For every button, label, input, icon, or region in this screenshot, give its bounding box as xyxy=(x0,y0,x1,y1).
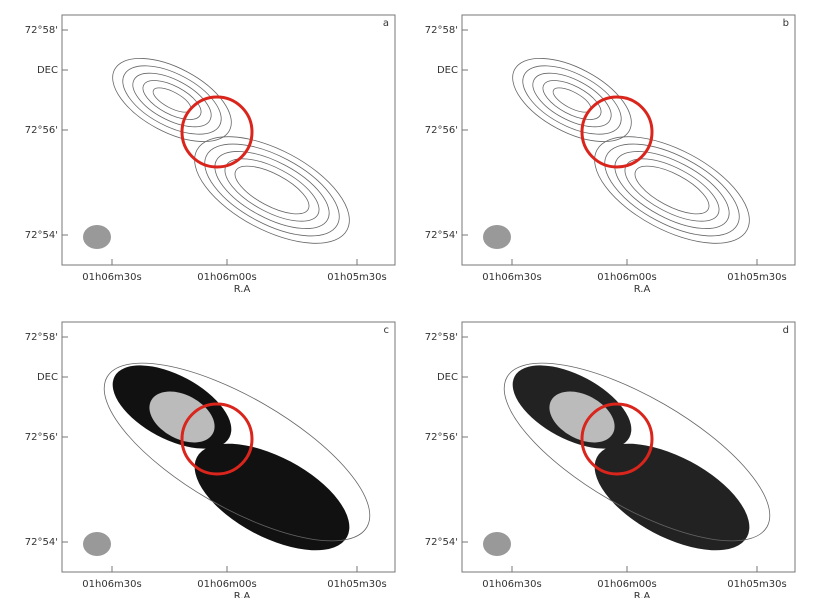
x-axis-label: R.A xyxy=(634,591,651,598)
contour xyxy=(594,136,750,244)
y-tick-label: 72°58' xyxy=(425,25,458,36)
y-tick-label: 72°56' xyxy=(25,432,58,443)
y-tick-label: DEC xyxy=(37,372,58,383)
y-tick-label: DEC xyxy=(437,372,458,383)
panel: a 72°58' DEC 72°56' 72°54' 01h06m30s 01h06m00s… xyxy=(25,14,396,295)
highlight-circle xyxy=(580,95,654,169)
y-tick-label: 72°56' xyxy=(425,125,458,136)
contour xyxy=(604,143,740,237)
emission-light xyxy=(149,391,215,443)
beam xyxy=(83,225,111,249)
contour xyxy=(634,165,710,215)
highlight-circle xyxy=(180,402,254,476)
contour xyxy=(503,362,771,542)
beam xyxy=(483,532,511,556)
x-axis-label: R.A xyxy=(234,591,251,598)
panel-label: d xyxy=(783,325,789,336)
x-tick-label: 01h06m00s xyxy=(597,579,656,590)
contour xyxy=(214,151,330,229)
panel: b 72°58' DEC 72°56' 72°54' 01h06m30s 01h06m00s… xyxy=(425,14,796,295)
x-tick-label: 01h05m30s xyxy=(727,272,786,283)
y-tick-label: 72°54' xyxy=(25,537,58,548)
y-tick-label: 72°58' xyxy=(25,25,58,36)
contour xyxy=(234,165,310,215)
y-tick-label: DEC xyxy=(437,65,458,76)
y-tick-label: 72°56' xyxy=(25,125,58,136)
x-axis-label: R.A xyxy=(634,284,651,295)
x-tick-label: 01h06m00s xyxy=(197,579,256,590)
panel: c 72°58' DEC 72°56' 72°54' 01h06m30s 01h06m00s… xyxy=(25,321,396,602)
y-tick-label: DEC xyxy=(37,65,58,76)
panel-label: b xyxy=(783,18,789,29)
x-tick-label: 01h06m30s xyxy=(82,579,141,590)
contour xyxy=(532,72,612,128)
contour xyxy=(204,143,340,237)
panel-frame xyxy=(461,14,796,266)
contour xyxy=(614,151,730,229)
contour xyxy=(112,58,232,142)
y-tick-label: 72°58' xyxy=(25,332,58,343)
contour xyxy=(142,80,202,120)
contour xyxy=(512,58,632,142)
x-tick-label: 01h05m30s xyxy=(327,579,386,590)
contour xyxy=(103,362,371,542)
x-tick-label: 01h06m00s xyxy=(597,272,656,283)
beam xyxy=(83,532,111,556)
y-tick-label: 72°54' xyxy=(25,230,58,241)
y-tick-label: 72°58' xyxy=(425,332,458,343)
panel: d 72°58' DEC 72°56' 72°54' 01h06m30s 01h06m00s… xyxy=(425,321,796,602)
highlight-circle xyxy=(180,95,254,169)
contour xyxy=(132,72,212,128)
panel-frame xyxy=(61,14,396,266)
y-tick-label: 72°56' xyxy=(425,432,458,443)
x-tick-label: 01h06m30s xyxy=(482,579,541,590)
contour xyxy=(122,65,222,135)
panel-label: c xyxy=(384,325,390,336)
x-tick-label: 01h06m30s xyxy=(82,272,141,283)
beam xyxy=(483,225,511,249)
x-tick-label: 01h05m30s xyxy=(727,579,786,590)
contour xyxy=(522,65,622,135)
x-tick-label: 01h06m00s xyxy=(197,272,256,283)
y-tick-label: 72°54' xyxy=(425,230,458,241)
y-tick-label: 72°54' xyxy=(425,537,458,548)
panel-label: a xyxy=(383,18,389,29)
highlight-circle xyxy=(580,402,654,476)
contour xyxy=(194,136,350,244)
x-tick-label: 01h06m30s xyxy=(482,272,541,283)
x-axis-label: R.A xyxy=(234,284,251,295)
emission-light xyxy=(549,391,615,443)
x-tick-label: 01h05m30s xyxy=(327,272,386,283)
contour xyxy=(542,80,602,120)
